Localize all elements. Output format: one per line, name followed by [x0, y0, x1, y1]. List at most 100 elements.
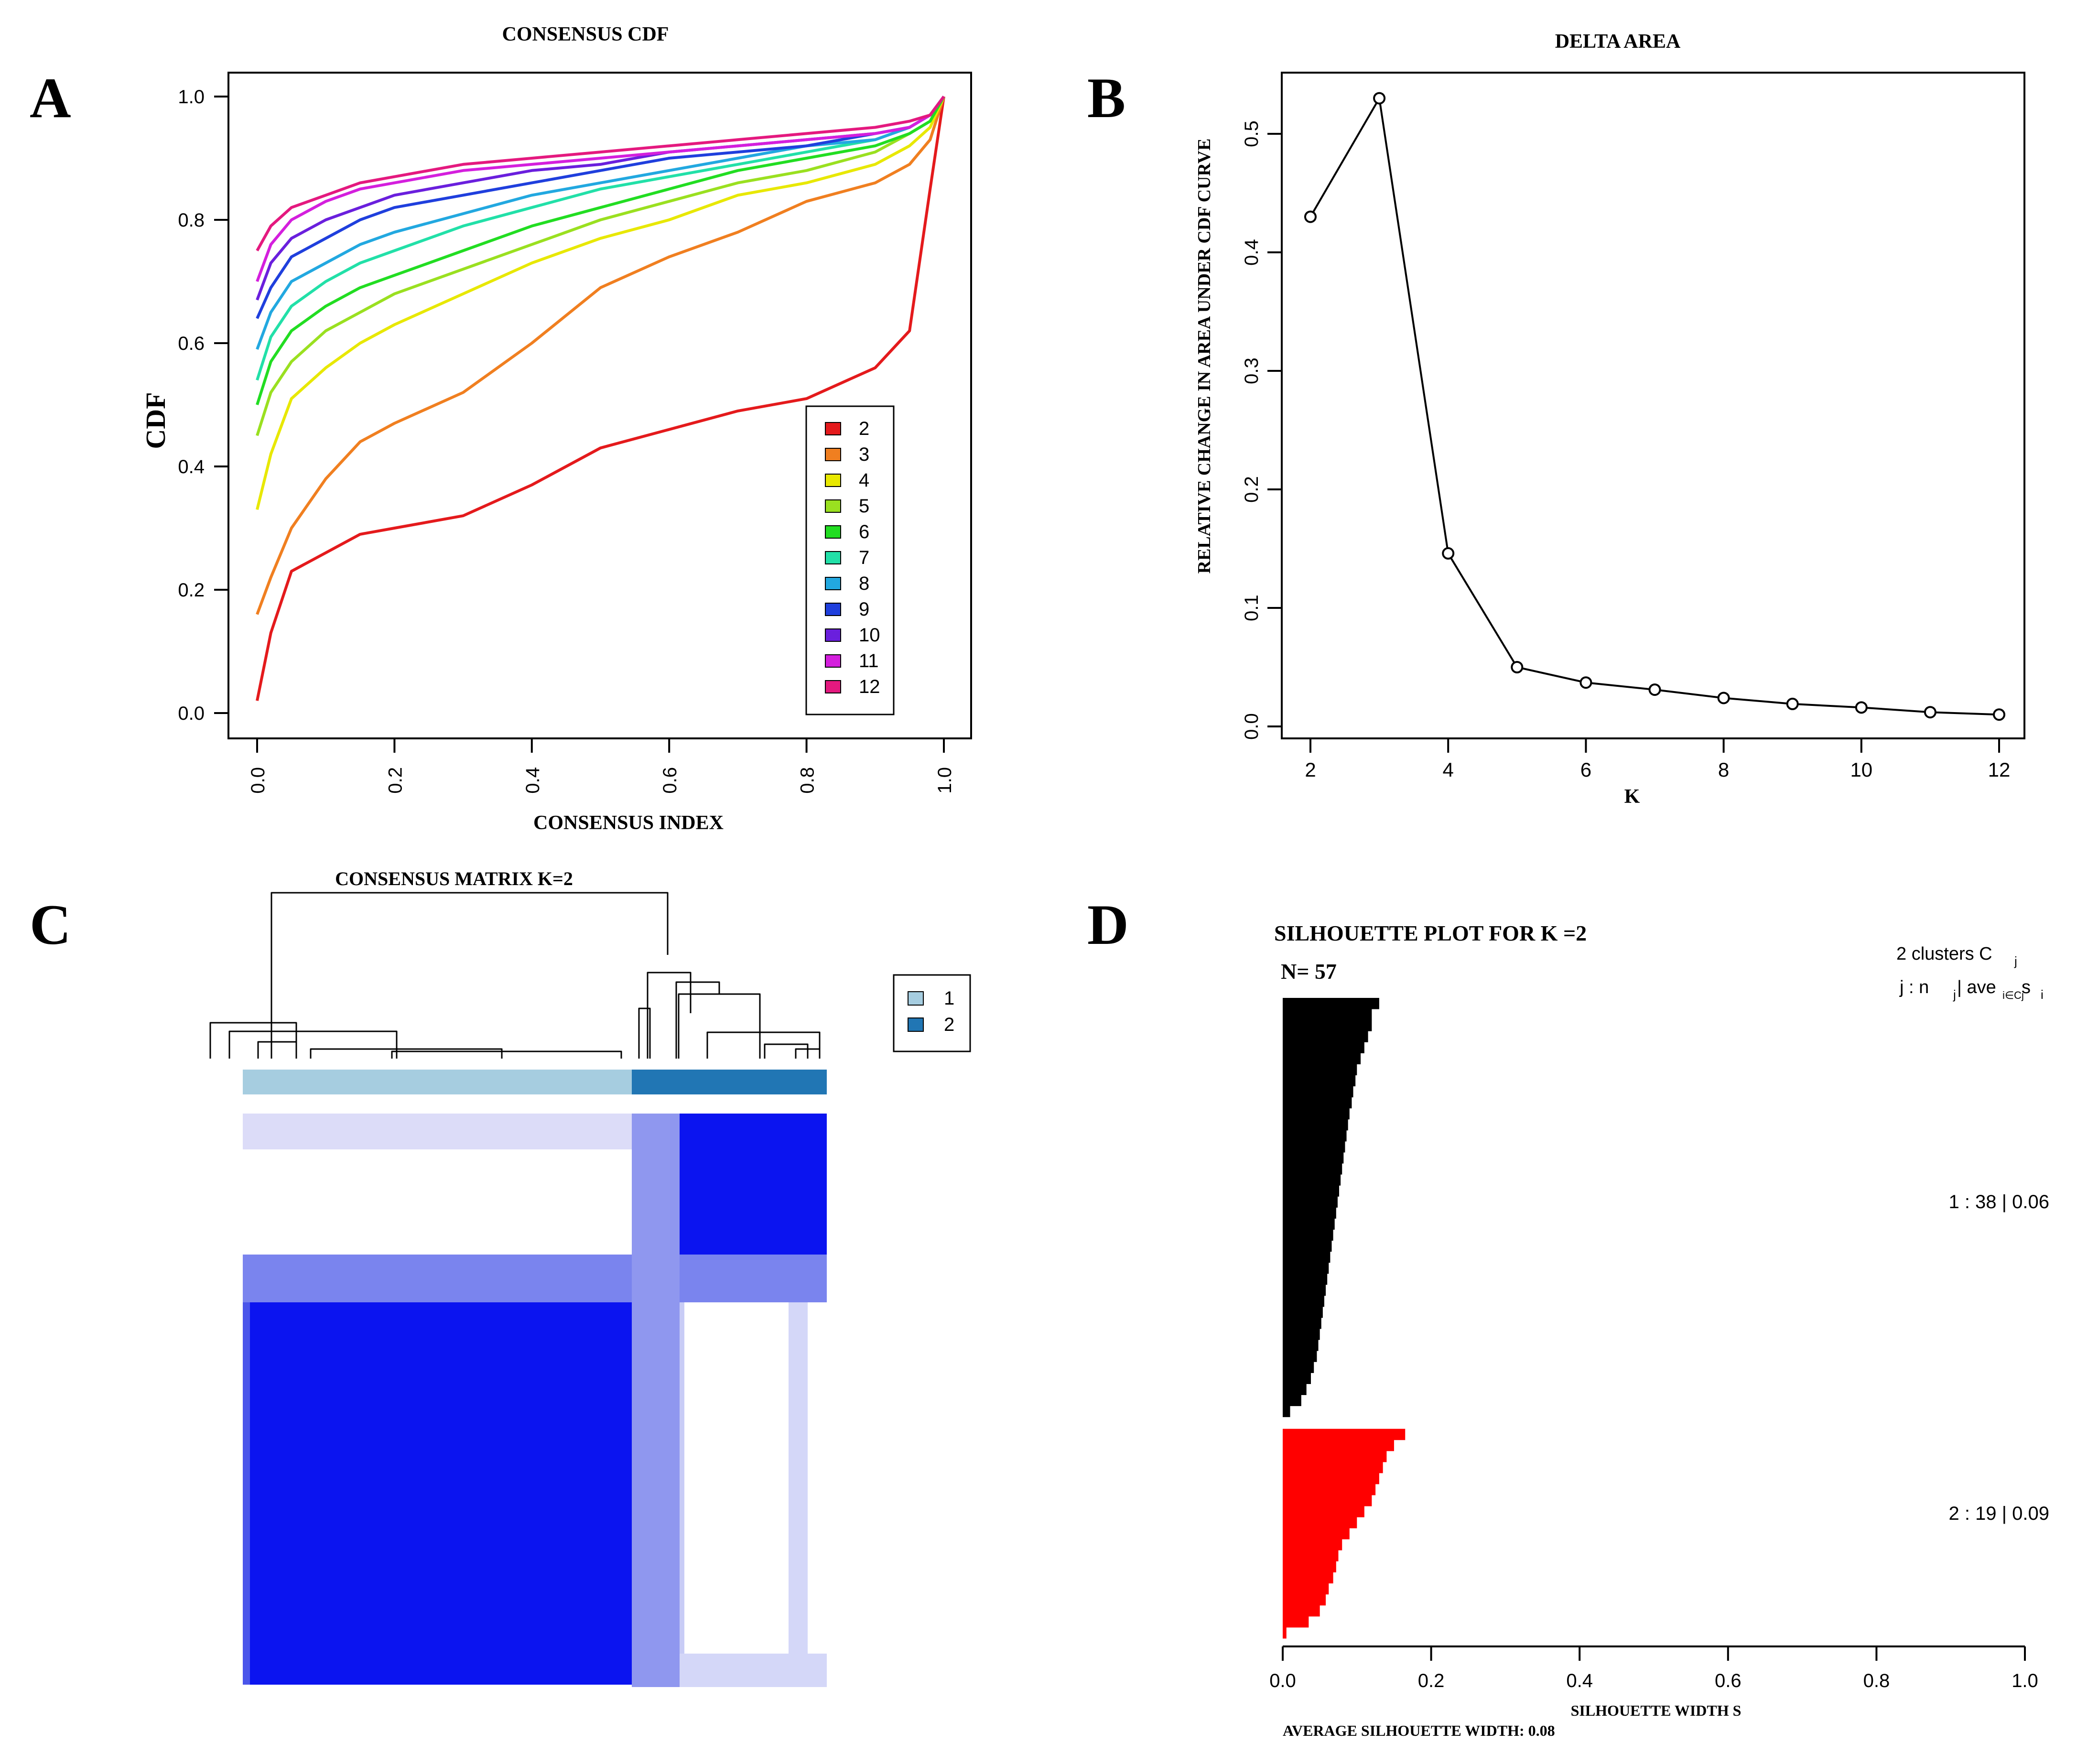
heatmap-block-light	[243, 1114, 632, 1149]
silhouette-bar-1	[1283, 1362, 1314, 1373]
legend-label-a: 2	[859, 418, 869, 439]
silhouette-bar-1	[1283, 1273, 1328, 1285]
legend-swatch-a	[825, 603, 841, 616]
dendrogram-branch	[795, 1048, 821, 1059]
delta-area-point	[1993, 708, 2005, 721]
silhouette-bar-2	[1283, 1429, 1406, 1440]
silhouette-bar-2	[1283, 1605, 1320, 1617]
cdf-line-2	[256, 96, 945, 701]
delta-area-point	[1511, 661, 1524, 673]
x-tick-label-a: 1.0	[934, 767, 955, 794]
legend-label-a: 8	[859, 573, 869, 594]
silhouette-bar-1	[1283, 1130, 1347, 1142]
x-tick-label-d: 0.8	[1863, 1670, 1890, 1691]
silhouette-bar-2	[1283, 1461, 1383, 1473]
x-tick-label-d: 1.0	[2012, 1670, 2038, 1691]
silhouette-bar-1	[1283, 1207, 1336, 1219]
silhouette-bar-1	[1283, 1295, 1324, 1307]
silhouette-bar-1	[1283, 1152, 1344, 1164]
silhouette-header-1-sub: j	[2014, 954, 2017, 968]
silhouette-bar-2	[1283, 1594, 1326, 1606]
y-tick-label-b: 0.5	[1241, 120, 1262, 147]
panel-letter-d: D	[1087, 893, 1129, 956]
x-tick-label-a: 0.8	[797, 767, 818, 794]
plot-frame-a	[227, 72, 972, 739]
cdf-line-8	[256, 96, 945, 350]
delta-area-point	[1924, 706, 1936, 719]
silhouette-bar-1	[1283, 1196, 1338, 1208]
cluster-bar-2	[632, 1070, 827, 1094]
x-tick-label-b: 12	[1988, 758, 2011, 781]
silhouette-bar-1	[1283, 1097, 1352, 1109]
dendrogram-branch	[228, 1030, 398, 1059]
silhouette-bar-1	[1283, 1218, 1335, 1230]
silhouette-bar-1	[1283, 1108, 1350, 1120]
legend-label-a: 9	[859, 599, 869, 620]
n-label: N= 57	[1281, 959, 1337, 984]
silhouette-bar-1	[1283, 1373, 1311, 1384]
legend-label-a: 10	[859, 625, 880, 646]
silhouette-bar-1	[1283, 1318, 1321, 1329]
legend-swatch-a	[825, 577, 841, 590]
heatmap-band-thin	[680, 1302, 684, 1685]
y-tick-label-a: 0.2	[178, 580, 205, 601]
legend-label-c: 1	[944, 988, 954, 1009]
silhouette-bar-2	[1283, 1450, 1387, 1462]
silhouette-bar-2	[1283, 1572, 1333, 1584]
silhouette-header-2c: | ave	[1957, 977, 1996, 997]
x-axis-label-d: SILHOUETTE WIDTH S	[1571, 1702, 1742, 1719]
y-tick-label-b: 0.0	[1241, 713, 1262, 740]
average-silhouette-footer: AVERAGE SILHOUETTE WIDTH: 0.08	[1283, 1722, 1555, 1739]
cdf-line-11	[256, 96, 945, 282]
legend-swatch-a	[825, 499, 841, 513]
legend-swatch-c	[908, 1017, 924, 1032]
silhouette-bar-1	[1283, 1185, 1340, 1197]
cluster-label-2: 2 : 19 | 0.09	[1948, 1503, 2049, 1524]
silhouette-bar-1	[1283, 1329, 1320, 1340]
chart-title-d: SILHOUETTE PLOT FOR K =2	[1274, 921, 1587, 945]
delta-area-point	[1304, 210, 1317, 223]
y-tick-label-a: 0.4	[178, 456, 205, 477]
heatmap-band-mid	[243, 1255, 827, 1302]
delta-area-point	[1648, 683, 1661, 696]
silhouette-bar-1	[1283, 1042, 1364, 1053]
silhouette-bar-2	[1283, 1484, 1376, 1495]
silhouette-header-2b: j	[1953, 987, 1956, 1002]
silhouette-bar-1	[1283, 1384, 1307, 1396]
cdf-line-10	[256, 96, 945, 301]
dendrogram-branch	[391, 1050, 622, 1059]
silhouette-bar-2	[1283, 1583, 1329, 1595]
silhouette-bar-1	[1283, 1240, 1332, 1252]
silhouette-bar-1	[1283, 1020, 1372, 1031]
cdf-line-3	[256, 96, 945, 615]
dendrogram-branch	[706, 1031, 821, 1059]
silhouette-bar-1	[1283, 1229, 1333, 1241]
silhouette-bar-1	[1283, 1174, 1341, 1186]
panel-letter-c: C	[30, 893, 71, 956]
legend-swatch-a	[825, 680, 841, 693]
legend-swatch-a	[825, 422, 841, 435]
silhouette-bar-1	[1283, 1262, 1329, 1274]
dendrogram-branch	[764, 1043, 809, 1059]
x-tick-label-d: 0.2	[1418, 1670, 1445, 1691]
dendrogram-branch	[647, 972, 692, 1059]
silhouette-bar-2	[1283, 1495, 1372, 1506]
x-tick-label-b: 10	[1850, 758, 1872, 781]
silhouette-bar-1	[1283, 1119, 1348, 1131]
x-tick-label-b: 4	[1443, 758, 1454, 781]
silhouette-header-2a: j : n	[1899, 977, 1929, 997]
x-axis-label-b: K	[1624, 786, 1640, 808]
silhouette-bar-1	[1283, 1086, 1353, 1098]
x-tick-label-d: 0.4	[1566, 1670, 1593, 1691]
x-tick-label-a: 0.6	[660, 767, 681, 794]
silhouette-header-2d: i∈Cj	[2002, 989, 2024, 1001]
delta-area-point	[1786, 697, 1799, 710]
legend-swatch-a	[825, 448, 841, 461]
heatmap-band-bottom	[680, 1654, 827, 1687]
delta-area-point	[1373, 92, 1386, 105]
legend-label-a: 6	[859, 521, 869, 542]
silhouette-bar-1	[1283, 1351, 1317, 1362]
legend-swatch-a	[825, 525, 841, 539]
silhouette-bar-2	[1283, 1616, 1309, 1628]
x-tick-label-a: 0.2	[385, 767, 406, 794]
